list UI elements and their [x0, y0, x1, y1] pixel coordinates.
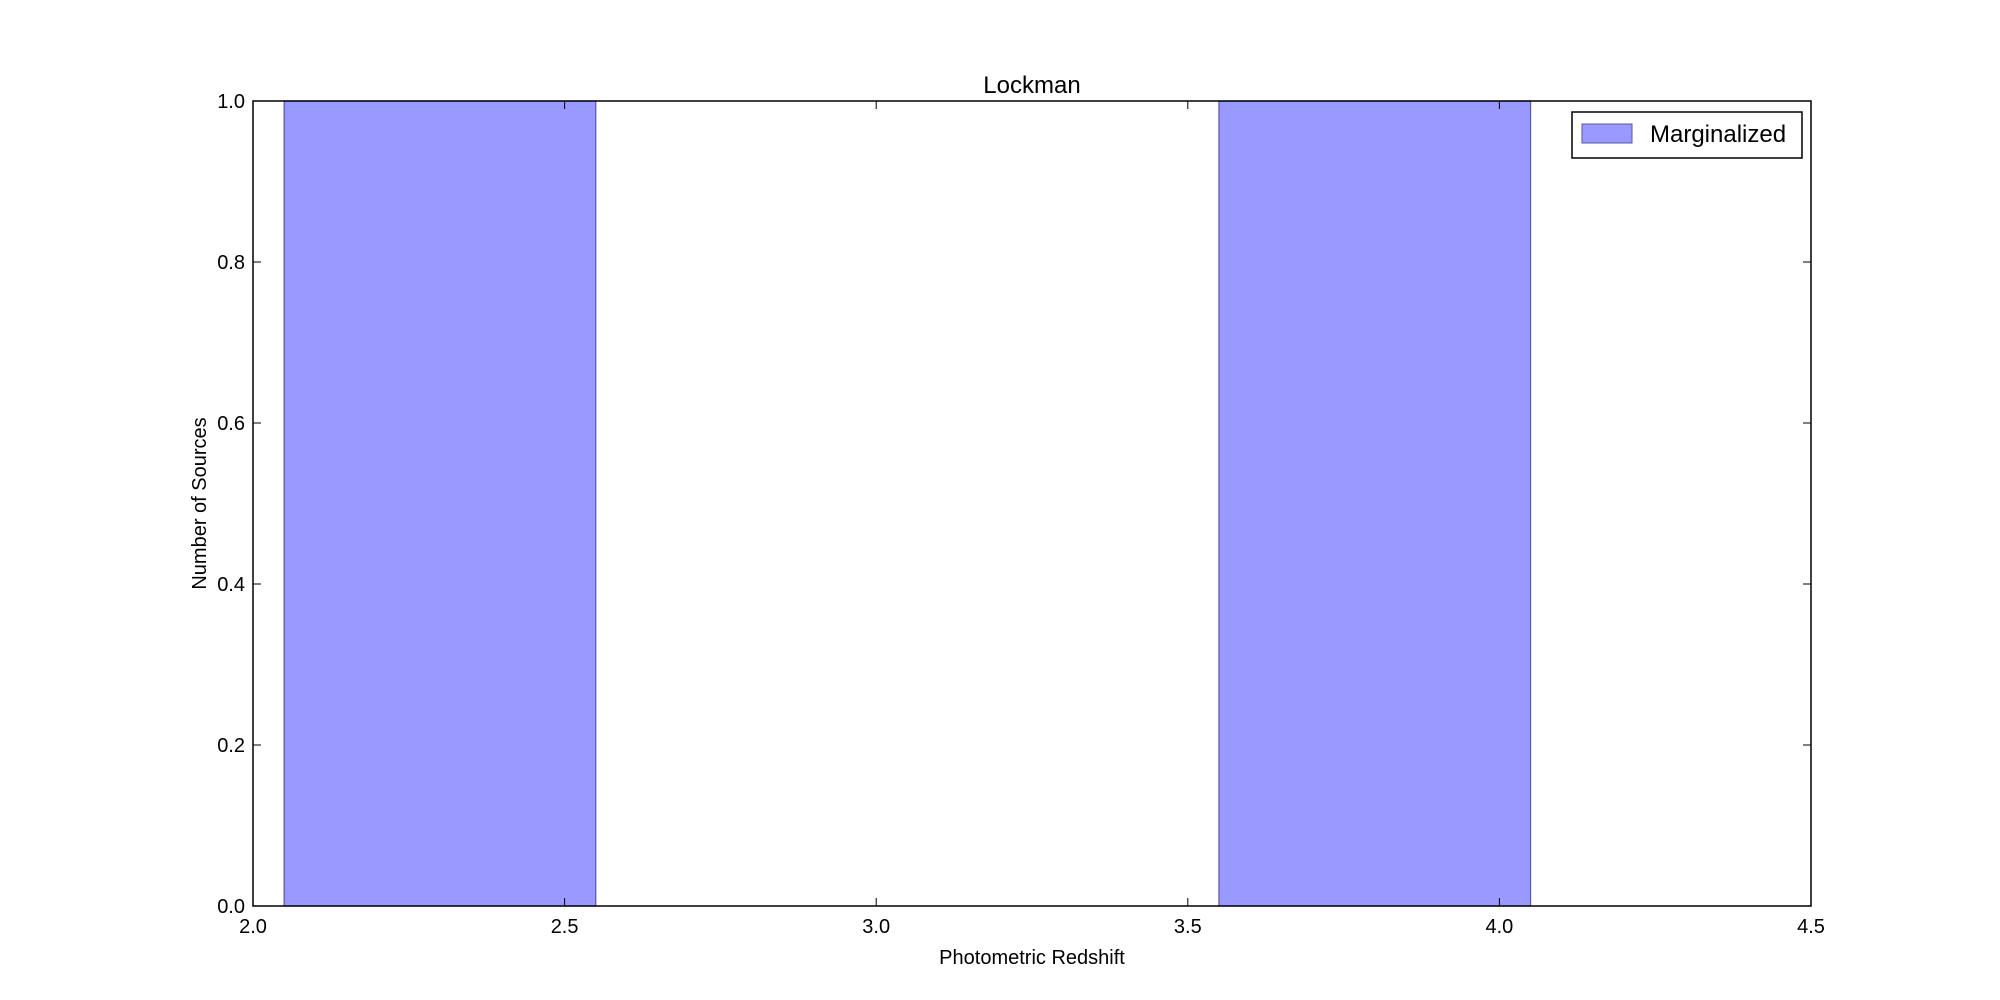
y-tick-label: 0.6 [217, 413, 245, 435]
y-tick-label: 1.0 [217, 91, 245, 113]
y-tick-label: 0.2 [217, 735, 245, 757]
chart-title: Lockman [983, 72, 1080, 99]
histogram-bar [1218, 100, 1532, 907]
legend-label-marginalized: Marginalized [1650, 121, 1786, 148]
ticks-layer: 2.0 2.5 3.0 3.5 4.0 4.5 0.0 0.2 0.4 0.6 0.8 1.0 [217, 91, 1825, 938]
x-tick-label: 2.5 [551, 916, 579, 938]
plot-frame [252, 100, 1812, 907]
x-tick-label: 4.5 [1797, 916, 1825, 938]
y-tick-label: 0.4 [217, 574, 245, 596]
legend-swatch [1581, 123, 1633, 144]
y-tick-label: 0.0 [217, 896, 245, 918]
bars-layer [283, 100, 1532, 907]
x-axis-label: Photometric Redshift [939, 947, 1125, 969]
x-tick-label: 2.0 [239, 916, 267, 938]
legend: Marginalized [1571, 111, 1803, 159]
x-tick-label: 3.5 [1174, 916, 1202, 938]
y-axis-label: Number of Sources [189, 417, 211, 589]
y-tick-label: 0.8 [217, 252, 245, 274]
x-tick-label: 3.0 [862, 916, 890, 938]
histogram-bar [283, 100, 597, 907]
x-tick-label: 4.0 [1485, 916, 1513, 938]
